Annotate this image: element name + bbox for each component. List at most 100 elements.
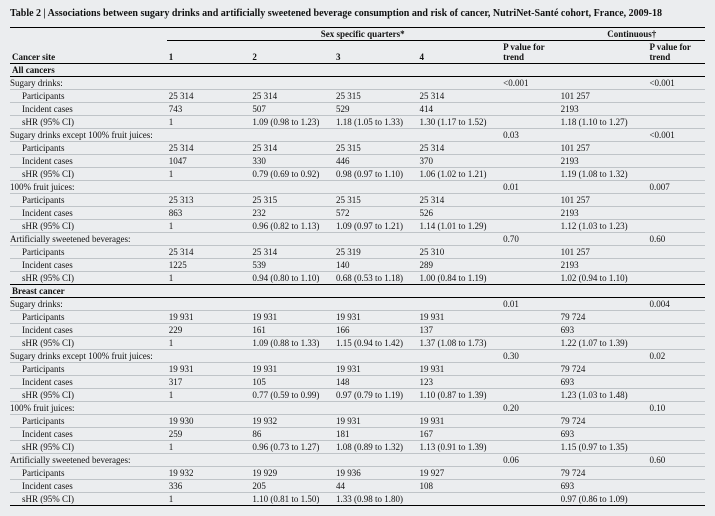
- cell: 0.98 (0.97 to 1.10): [334, 167, 418, 180]
- p-trend: 0.06: [501, 453, 558, 466]
- cell: 108: [418, 479, 502, 492]
- row-label: Incident cases: [10, 479, 167, 492]
- cell: 19 936: [334, 466, 418, 479]
- group-label: Sugary drinks:: [10, 297, 167, 310]
- cell: 19 931: [334, 310, 418, 323]
- cell: 19 929: [250, 466, 334, 479]
- continuous-header: Continuous†: [559, 27, 705, 40]
- cell: 1047: [167, 154, 251, 167]
- cell: 2193: [559, 102, 648, 115]
- cell: 863: [167, 206, 251, 219]
- cell: 19 931: [418, 414, 502, 427]
- cell: 123: [418, 375, 502, 388]
- cell: 0.96 (0.82 to 1.13): [250, 219, 334, 232]
- cell: 101 257: [559, 89, 648, 102]
- cell: 105: [250, 375, 334, 388]
- cell: 370: [418, 154, 502, 167]
- row-label: sHR (95% CI): [10, 492, 167, 505]
- row-label: Participants: [10, 141, 167, 154]
- cell: 19 931: [167, 362, 251, 375]
- cell: 79 724: [559, 414, 648, 427]
- group-label: Artificially sweetened beverages:: [10, 232, 167, 245]
- cell: 446: [334, 154, 418, 167]
- row-label: Incident cases: [10, 375, 167, 388]
- row-label: Incident cases: [10, 323, 167, 336]
- row-label: sHR (95% CI): [10, 271, 167, 284]
- cell: 19 931: [334, 414, 418, 427]
- p-trend: 0.20: [501, 401, 558, 414]
- cell: 19 927: [418, 466, 502, 479]
- cell: 101 257: [559, 245, 648, 258]
- p-trend-cont: <0.001: [647, 128, 705, 141]
- cell: 336: [167, 479, 251, 492]
- row-label: sHR (95% CI): [10, 336, 167, 349]
- cell: 0.97 (0.86 to 1.09): [559, 492, 648, 505]
- cell: 25 314: [418, 193, 502, 206]
- cell: 19 931: [418, 310, 502, 323]
- cell: 25 313: [167, 193, 251, 206]
- cell: 289: [418, 258, 502, 271]
- cell: 0.94 (0.80 to 1.10): [250, 271, 334, 284]
- cell: 19 931: [250, 362, 334, 375]
- p-trend-cont: <0.001: [647, 77, 705, 90]
- cell: 1.09 (0.98 to 1.23): [250, 115, 334, 128]
- cell: 1: [167, 219, 251, 232]
- cell: 2193: [559, 154, 648, 167]
- cell: 1.02 (0.94 to 1.10): [559, 271, 648, 284]
- cell: 1.33 (0.98 to 1.80): [334, 492, 418, 505]
- cell: 1: [167, 167, 251, 180]
- cell: 166: [334, 323, 418, 336]
- cell: 1.18 (1.10 to 1.27): [559, 115, 648, 128]
- cell: 2193: [559, 258, 648, 271]
- cell: 1: [167, 492, 251, 505]
- cell: 1.06 (1.02 to 1.21): [418, 167, 502, 180]
- cell: 25 314: [250, 89, 334, 102]
- data-body: Sugary drinks: <0.001 <0.001 Participants 25…: [10, 77, 705, 506]
- p-trend: 0.03: [501, 128, 558, 141]
- group-label: Sugary drinks except 100% fruit juices:: [10, 128, 167, 141]
- cell: 25 315: [334, 141, 418, 154]
- cell: 1.10 (0.81 to 1.50): [250, 492, 334, 505]
- cell: 526: [418, 206, 502, 219]
- cell: 1.14 (1.01 to 1.29): [418, 219, 502, 232]
- cell: 25 314: [418, 141, 502, 154]
- cell: 693: [559, 427, 648, 440]
- cell: 1.37 (1.08 to 1.73): [418, 336, 502, 349]
- cell: 317: [167, 375, 251, 388]
- cell: 25 314: [167, 89, 251, 102]
- cell: 1.13 (0.91 to 1.39): [418, 440, 502, 453]
- cell: 140: [334, 258, 418, 271]
- p-trend: 0.01: [501, 297, 558, 310]
- cell: 1: [167, 388, 251, 401]
- p-trend-cont: 0.60: [647, 232, 705, 245]
- row-label: Participants: [10, 310, 167, 323]
- cell: 25 314: [167, 245, 251, 258]
- cell: 25 315: [250, 193, 334, 206]
- row-label: sHR (95% CI): [10, 388, 167, 401]
- cell: 572: [334, 206, 418, 219]
- col-q4: 4: [418, 40, 502, 63]
- group-label: 100% fruit juices:: [10, 180, 167, 193]
- cell: 507: [250, 102, 334, 115]
- row-label: sHR (95% CI): [10, 115, 167, 128]
- cell: 693: [559, 375, 648, 388]
- cell: 229: [167, 323, 251, 336]
- cell: [418, 492, 502, 505]
- cell: 1: [167, 336, 251, 349]
- col-q3: 3: [334, 40, 418, 63]
- cell: 205: [250, 479, 334, 492]
- cell: 330: [250, 154, 334, 167]
- data-table: Sex specific quarters* Continuous† Cance…: [10, 27, 705, 77]
- cell: 1.22 (1.07 to 1.39): [559, 336, 648, 349]
- p-trend-cont: 0.02: [647, 349, 705, 362]
- row-label: Incident cases: [10, 427, 167, 440]
- section-all-cancers: All cancers: [10, 63, 705, 76]
- cell: 539: [250, 258, 334, 271]
- cell: 1.10 (0.87 to 1.39): [418, 388, 502, 401]
- cell: 19 932: [250, 414, 334, 427]
- p-trend-cont: 0.007: [647, 180, 705, 193]
- group-label: Sugary drinks:: [10, 77, 167, 90]
- col-q2: 2: [250, 40, 334, 63]
- p-trend-cont: 0.10: [647, 401, 705, 414]
- cell: 2193: [559, 206, 648, 219]
